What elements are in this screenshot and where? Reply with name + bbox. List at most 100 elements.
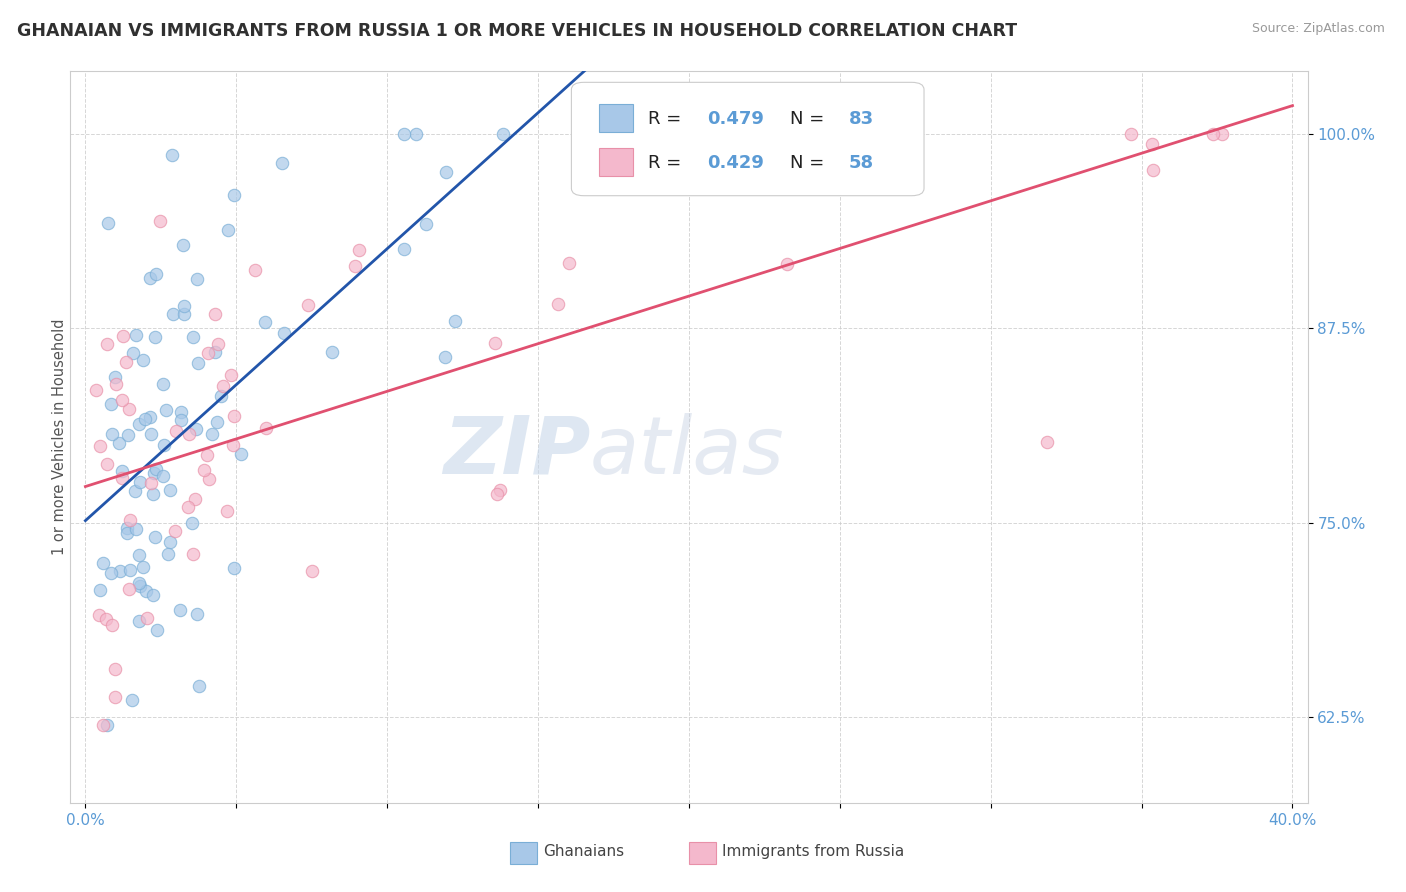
Point: [321, 344, 343, 359]
Point: [145, 623, 167, 637]
Point: [142, 588, 165, 602]
Point: [163, 524, 186, 538]
Point: [177, 500, 200, 515]
Point: [222, 188, 245, 202]
Point: [776, 257, 799, 271]
Point: [162, 307, 184, 321]
Point: [492, 127, 515, 141]
Point: [271, 156, 294, 170]
Point: [405, 127, 427, 141]
Point: [118, 513, 141, 527]
Point: [143, 466, 166, 480]
Point: [165, 424, 187, 438]
Text: 0.479: 0.479: [707, 110, 765, 128]
Point: [181, 547, 204, 561]
Point: [434, 351, 457, 365]
Point: [703, 127, 725, 141]
Point: [181, 330, 204, 344]
Point: [104, 376, 127, 391]
FancyBboxPatch shape: [599, 148, 633, 176]
Point: [394, 242, 416, 256]
Point: [132, 559, 155, 574]
Text: R =: R =: [648, 110, 688, 128]
Point: [219, 368, 242, 382]
Text: Source: ZipAtlas.com: Source: ZipAtlas.com: [1251, 22, 1385, 36]
Point: [139, 475, 162, 490]
Point: [128, 576, 150, 591]
Point: [172, 238, 194, 252]
Point: [170, 405, 193, 419]
Text: atlas: atlas: [591, 413, 785, 491]
Text: Ghanaians: Ghanaians: [543, 845, 624, 859]
Text: ZIP: ZIP: [443, 413, 591, 491]
FancyBboxPatch shape: [571, 82, 924, 195]
Point: [110, 564, 132, 578]
Point: [142, 487, 165, 501]
Point: [392, 127, 415, 141]
Point: [155, 403, 177, 417]
Point: [195, 448, 218, 462]
Y-axis label: 1 or more Vehicles in Household: 1 or more Vehicles in Household: [52, 318, 66, 556]
Point: [180, 516, 202, 530]
Point: [135, 584, 157, 599]
Point: [211, 379, 233, 393]
FancyBboxPatch shape: [599, 104, 633, 132]
Point: [104, 662, 127, 676]
Point: [170, 413, 193, 427]
Text: N =: N =: [790, 110, 831, 128]
Point: [139, 270, 162, 285]
Point: [145, 267, 167, 281]
Text: GHANAIAN VS IMMIGRANTS FROM RUSSIA 1 OR MORE VEHICLES IN HOUSEHOLD CORRELATION C: GHANAIAN VS IMMIGRANTS FROM RUSSIA 1 OR …: [17, 22, 1017, 40]
Point: [91, 718, 114, 732]
Point: [347, 243, 370, 257]
Point: [84, 383, 107, 397]
Text: 0.429: 0.429: [707, 153, 765, 172]
Point: [111, 329, 134, 343]
Point: [122, 346, 145, 360]
Point: [197, 346, 219, 360]
Point: [118, 582, 141, 596]
Point: [215, 504, 238, 518]
Point: [89, 607, 111, 622]
Point: [91, 556, 114, 570]
Point: [1140, 137, 1163, 152]
Point: [224, 561, 246, 575]
Point: [204, 307, 226, 321]
Text: Immigrants from Russia: Immigrants from Russia: [723, 845, 904, 859]
Point: [159, 534, 181, 549]
Point: [1035, 434, 1057, 449]
Point: [128, 417, 150, 431]
Point: [157, 547, 180, 561]
Point: [152, 376, 174, 391]
Point: [201, 427, 224, 442]
Point: [152, 469, 174, 483]
Point: [96, 457, 118, 471]
Point: [139, 409, 162, 424]
Point: [183, 492, 205, 507]
Point: [128, 475, 150, 489]
Point: [186, 607, 208, 621]
Point: [297, 298, 319, 312]
Point: [558, 256, 581, 270]
Point: [104, 370, 127, 384]
Point: [169, 603, 191, 617]
Point: [254, 421, 277, 435]
Point: [173, 299, 195, 313]
Text: 58: 58: [849, 153, 873, 172]
FancyBboxPatch shape: [509, 841, 537, 863]
Point: [118, 563, 141, 577]
Point: [254, 314, 277, 328]
Text: 83: 83: [849, 110, 873, 128]
Point: [188, 679, 211, 693]
Point: [134, 412, 156, 426]
Point: [132, 353, 155, 368]
Point: [96, 337, 118, 351]
Point: [143, 529, 166, 543]
Point: [484, 336, 506, 351]
Point: [434, 164, 457, 178]
Point: [111, 471, 134, 485]
Point: [100, 427, 122, 442]
Point: [489, 483, 512, 498]
Point: [128, 614, 150, 628]
Point: [186, 422, 208, 436]
